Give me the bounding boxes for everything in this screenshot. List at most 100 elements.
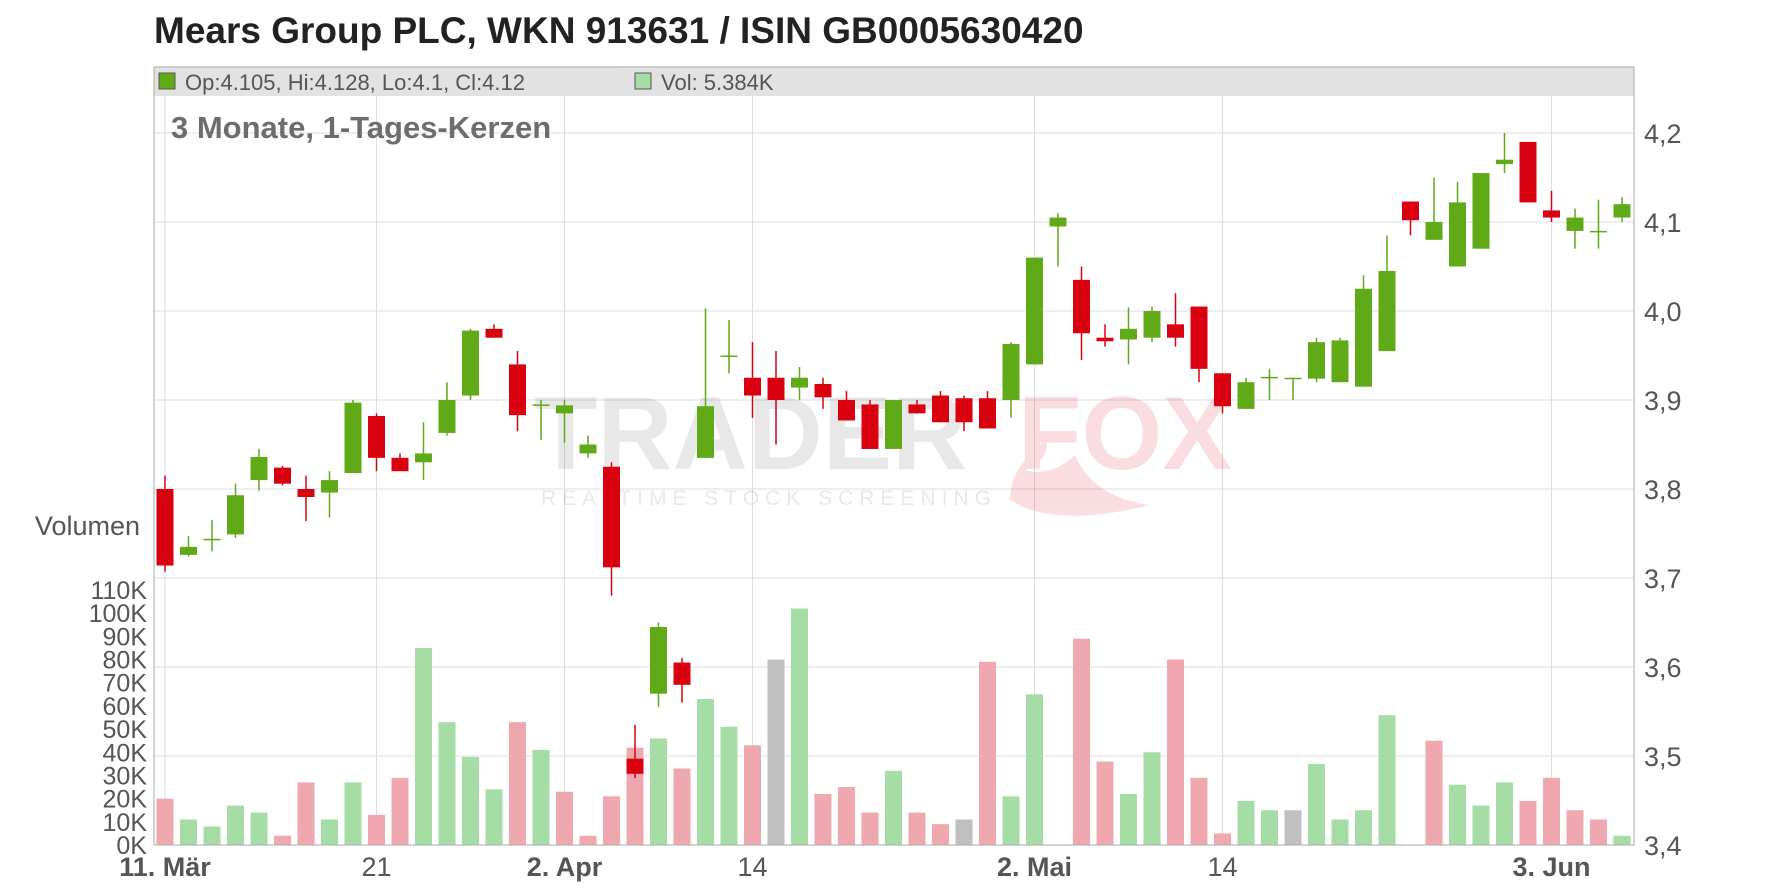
candle-body (1566, 217, 1584, 231)
volume-bar (1214, 833, 1231, 845)
candle-body (344, 402, 362, 473)
candle-body (274, 467, 291, 484)
volume-bar (650, 738, 667, 845)
ohlc-readout: Op:4.105, Hi:4.128, Lo:4.1, Cl:4.12 (185, 70, 525, 95)
volume-bar (1378, 715, 1396, 845)
volume-bar (1449, 784, 1466, 845)
candle-body (1425, 222, 1443, 240)
price-tick-label: 3,8 (1644, 475, 1682, 505)
volume-bar (1472, 805, 1490, 845)
volume-bar (297, 782, 315, 845)
candle-body (767, 377, 785, 400)
volume-tick-label: 40K (103, 739, 148, 767)
volume-bar (274, 835, 291, 845)
candle-body (1096, 337, 1114, 342)
volume-bar (1519, 800, 1537, 845)
volume-tick-label: 60K (103, 693, 148, 721)
candle-body (391, 457, 409, 472)
volume-tick-label: 30K (103, 762, 148, 790)
price-tick-label: 3,9 (1644, 386, 1682, 416)
candle-body (1002, 343, 1020, 400)
volume-bar (767, 659, 785, 845)
volume-bar (1425, 740, 1443, 845)
candle-body (1308, 342, 1325, 379)
volume-bar (227, 805, 244, 845)
volume-bar (673, 768, 691, 845)
volume-bar (979, 661, 996, 845)
candle-body (321, 480, 338, 493)
volume-bar (1331, 819, 1349, 845)
plot-frame (153, 66, 1635, 846)
candle-body (462, 330, 479, 396)
candle-body (297, 489, 315, 498)
candle-body (227, 495, 244, 535)
volume-bar (250, 812, 268, 845)
volume-bars (156, 608, 1631, 845)
fox-tail-icon (1010, 440, 1150, 516)
date-tick-label: 2. Mai (997, 852, 1072, 882)
volume-bar (321, 819, 338, 845)
candle-body (509, 364, 526, 416)
axes: 3,4 3,5 3,6 3,7 3,8 3,9 4,0 4,1 4,2 11. Mär 21 2. A… (89, 119, 1682, 882)
candle-body (1261, 376, 1278, 379)
candle-body (603, 466, 620, 568)
volume-bar (1496, 782, 1513, 845)
candle-body (1167, 324, 1184, 338)
date-tick-label: 11. Mär (119, 852, 211, 882)
candle-body (368, 416, 385, 458)
candle-body (250, 456, 268, 481)
date-tick-label: 21 (361, 852, 391, 882)
candle-body (720, 355, 738, 357)
price-tick-label: 3,5 (1644, 742, 1682, 772)
volume-bar (1073, 638, 1090, 845)
watermark: TRADER FOX REALTIME STOCK SCREENING (534, 376, 1232, 516)
chart-title: Mears Group PLC, WKN 913631 / ISIN GB000… (154, 10, 1084, 51)
volume-bar (462, 756, 479, 845)
watermark-tagline: REALTIME STOCK SCREENING (541, 487, 997, 510)
candle-body (1519, 141, 1537, 203)
candle-body (1143, 311, 1161, 338)
volume-bar (1590, 819, 1607, 845)
candle-body (932, 395, 949, 423)
volume-axis-title: Volumen (35, 511, 140, 541)
volume-bar (697, 698, 714, 845)
price-tick-label: 4,1 (1644, 208, 1682, 238)
candle-body (1402, 201, 1419, 221)
volume-bar (485, 789, 503, 845)
candle-body (485, 328, 503, 338)
ohlc-swatch (158, 72, 176, 90)
price-tick-label: 3,7 (1644, 564, 1682, 594)
volume-bar (1543, 777, 1560, 845)
volume-tick-label: 70K (103, 670, 148, 698)
candle-body (908, 404, 926, 414)
candle-body (979, 398, 996, 429)
volume-bar (1284, 810, 1302, 845)
volume-swatch (634, 72, 652, 90)
candle-body (1355, 288, 1372, 387)
volume-bar (744, 745, 761, 845)
candle-body (791, 377, 808, 388)
volume-bar (1120, 794, 1137, 845)
price-tick-label: 4,0 (1644, 297, 1682, 327)
candle-body (1378, 270, 1396, 352)
volume-bar (579, 835, 597, 845)
candle-body (1590, 230, 1607, 233)
candle-body (838, 400, 855, 421)
volume-bar (861, 812, 879, 845)
candle-body (1214, 373, 1231, 407)
volume-tick-label: 80K (103, 647, 148, 675)
volume-bar (556, 791, 573, 845)
volume-tick-label: 0K (116, 832, 147, 860)
candle-body (1120, 328, 1137, 340)
volume-bar (344, 782, 362, 845)
candle-body (861, 404, 879, 449)
volume-bar (1026, 694, 1043, 845)
candle-body (438, 400, 456, 433)
volume-bar (908, 812, 926, 845)
candle-body (579, 444, 597, 454)
volume-bar (415, 647, 432, 845)
info-bar (154, 67, 1634, 96)
date-tick-label: 3. Jun (1512, 852, 1590, 882)
volume-bar (932, 824, 949, 845)
volume-tick-label: 100K (89, 600, 148, 628)
